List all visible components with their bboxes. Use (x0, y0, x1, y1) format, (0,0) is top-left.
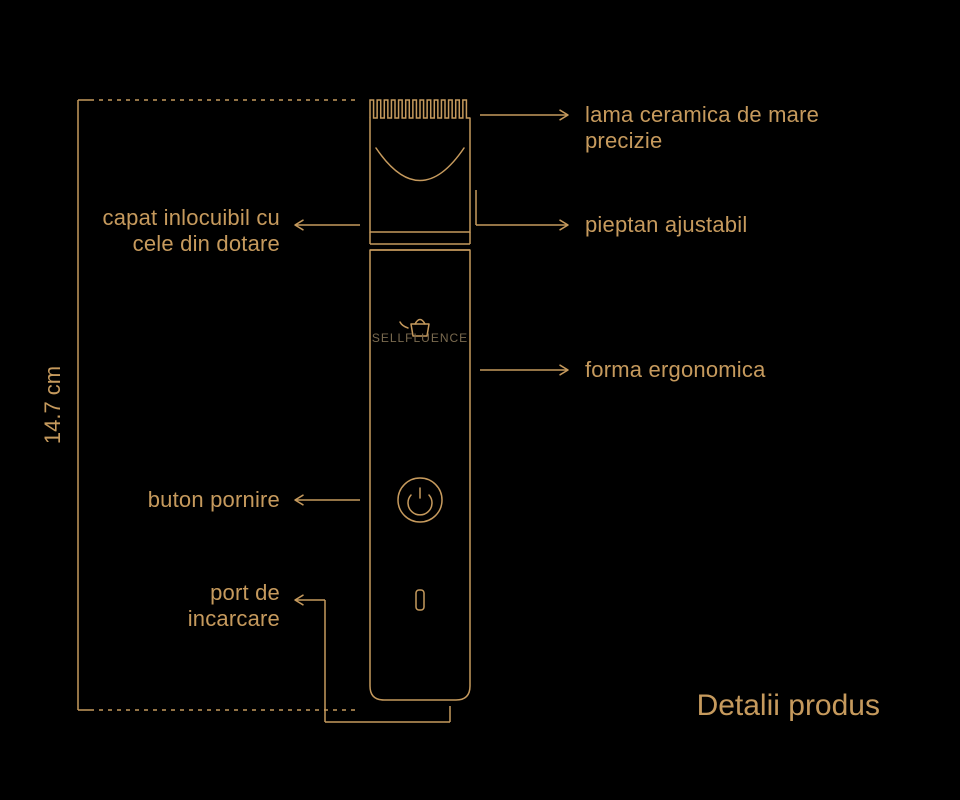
device-outline (370, 100, 470, 118)
callout-blade-line0: lama ceramica de mare (585, 102, 819, 127)
page-title: Detalii produs (697, 689, 880, 722)
dimension-label: 14.7 cm (40, 366, 65, 444)
callout-power-line0: buton pornire (148, 487, 280, 512)
callout-ergo-line0: forma ergonomica (585, 357, 766, 382)
callout-comb-line0: pieptan ajustabil (585, 212, 747, 237)
callout-port-line1: incarcare (188, 606, 280, 631)
callout-port-line0: port de (210, 580, 280, 605)
callout-head-line1: cele din dotare (133, 231, 280, 256)
callout-blade-line1: precizie (585, 128, 662, 153)
brand-logo-text: SELLFLUENCE (372, 331, 468, 345)
callout-head-line0: capat inlocuibil cu (103, 205, 280, 230)
